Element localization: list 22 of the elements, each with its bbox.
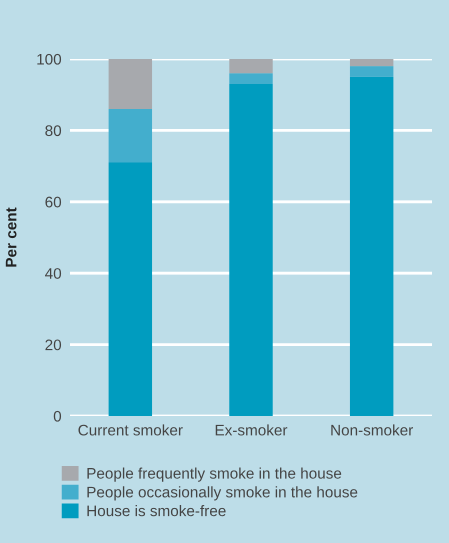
bar bbox=[108, 59, 152, 109]
bar bbox=[350, 59, 394, 66]
bar bbox=[108, 108, 152, 163]
legend-label: People occasionally smoke in the house bbox=[87, 486, 358, 500]
y-tick-label: 60 bbox=[45, 196, 62, 208]
y-tick-label: 80 bbox=[45, 125, 62, 136]
y-tick-label: 20 bbox=[45, 339, 62, 350]
bar bbox=[350, 66, 394, 77]
x-tick-label: Current smoker bbox=[78, 424, 183, 436]
y-tick-label: 40 bbox=[45, 268, 62, 279]
legend-label: People frequently smoke in the house bbox=[87, 468, 342, 482]
bar bbox=[108, 162, 152, 416]
bar bbox=[229, 84, 273, 416]
x-tick-label: Non-smoker bbox=[331, 424, 414, 436]
y-tick-label: 0 bbox=[54, 410, 62, 422]
y-tick-label: 100 bbox=[37, 54, 62, 65]
bar bbox=[229, 59, 273, 74]
legend-label: House is smoke-free bbox=[87, 505, 226, 516]
x-tick-label: Ex-smoker bbox=[216, 424, 288, 436]
bar bbox=[229, 73, 273, 84]
bar bbox=[350, 76, 394, 416]
y-axis-title: Per cent bbox=[6, 208, 16, 267]
